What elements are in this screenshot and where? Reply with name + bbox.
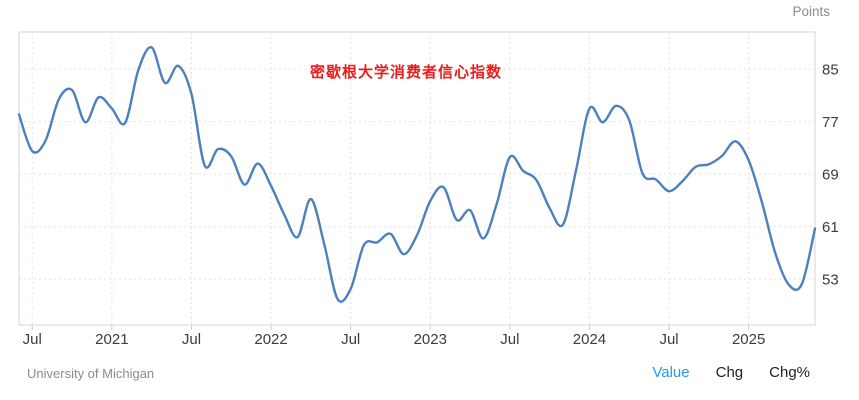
chg-link[interactable]: Chg [715,364,744,381]
x-axis-label: Jul [500,331,519,348]
x-axis-label: 2023 [414,331,447,348]
x-axis-label: Jul [23,331,42,348]
source-attribution: University of Michigan [27,366,155,381]
y-axis-label: 69 [822,167,839,184]
y-axis-label: 85 [822,62,839,79]
y-axis-label: 77 [822,114,839,131]
x-axis-label: 2021 [95,331,128,348]
x-axis-label: Jul [182,331,201,348]
y-axis-label: 61 [822,219,839,236]
footer-links: Value Chg Chg% [652,364,810,381]
x-axis-label: Jul [659,331,678,348]
x-axis-label: Jul [341,331,360,348]
plot-border [18,31,816,326]
chart-title-annotation: 密歇根大学消费者信心指数 [310,64,503,81]
x-axis-label: 2022 [254,331,287,348]
sentiment-line-chart[interactable]: 85 77 69 61 53 Jul 2021 Jul 2022 Jul 2023 Jul 2024 Ju… [0,0,859,355]
x-axis-label: 2024 [573,331,606,348]
series-line [17,46,817,303]
x-axis-label: 2025 [732,331,765,348]
chgpct-link[interactable]: Chg% [769,364,810,381]
y-axis-label: 53 [822,272,839,289]
y-axis-unit-label: Points [792,4,830,19]
value-link[interactable]: Value [652,364,690,381]
